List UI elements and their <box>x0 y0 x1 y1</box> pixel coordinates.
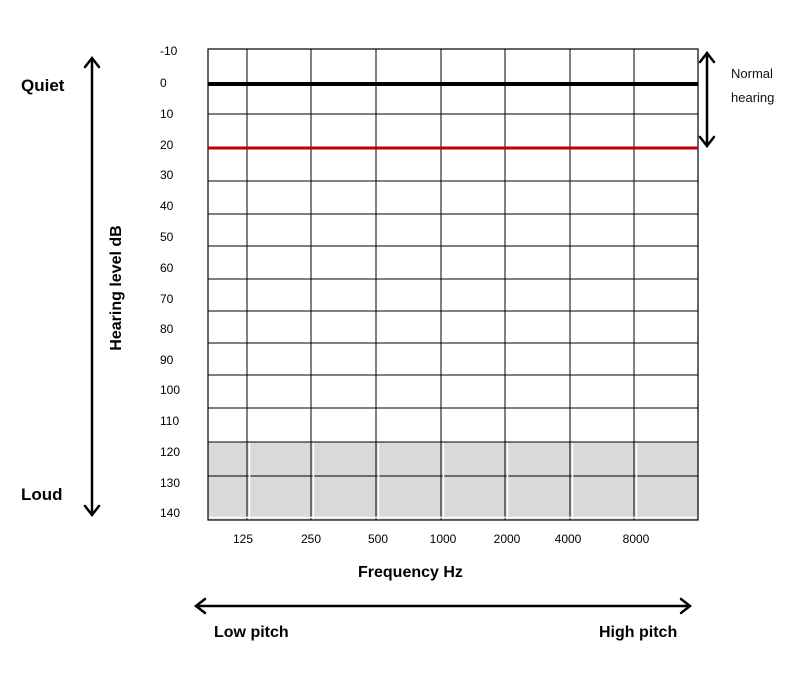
normal-hearing-label-line2: hearing <box>731 90 775 105</box>
y-tick: 100 <box>160 383 181 397</box>
y-tick: 0 <box>160 76 167 90</box>
x-tick: 1000 <box>429 532 457 546</box>
y-axis-label: Hearing level dB <box>108 225 125 351</box>
x-tick: 500 <box>367 532 389 546</box>
x-tick: 2000 <box>493 532 521 546</box>
x-tick: 250 <box>300 532 322 546</box>
y-tick: 140 <box>160 506 181 520</box>
vertical-gridlines <box>246 49 635 520</box>
x-tick: 125 <box>232 532 254 546</box>
y-tick: 120 <box>160 445 181 459</box>
plot-border <box>207 48 699 521</box>
y-tick: 30 <box>160 168 174 182</box>
y-tick: 70 <box>160 292 174 306</box>
x-axis-label: Frequency Hz <box>358 564 463 581</box>
horizontal-gridlines <box>208 113 698 477</box>
x-tick: 8000 <box>622 532 650 546</box>
normal-hearing-arrow <box>698 50 716 149</box>
y-tick: 60 <box>160 261 174 275</box>
low-pitch-label: Low pitch <box>214 624 289 641</box>
y-tick: -10 <box>160 44 178 58</box>
loud-label: Loud <box>21 485 63 504</box>
pitch-arrow <box>193 597 693 615</box>
y-tick: 20 <box>160 138 174 152</box>
y-tick: 90 <box>160 353 174 367</box>
y-tick: 50 <box>160 230 174 244</box>
shaded-region <box>208 442 698 520</box>
quiet-label: Quiet <box>21 76 65 95</box>
y-tick: 110 <box>160 414 180 428</box>
x-tick: 4000 <box>554 532 582 546</box>
quiet-loud-arrow <box>83 55 101 518</box>
y-tick: 80 <box>160 322 174 336</box>
normal-hearing-label-line1: Normal <box>731 66 773 81</box>
y-tick: 40 <box>160 199 174 213</box>
high-pitch-label: High pitch <box>599 624 678 641</box>
y-tick: 10 <box>160 107 174 121</box>
y-tick: 130 <box>160 476 181 490</box>
